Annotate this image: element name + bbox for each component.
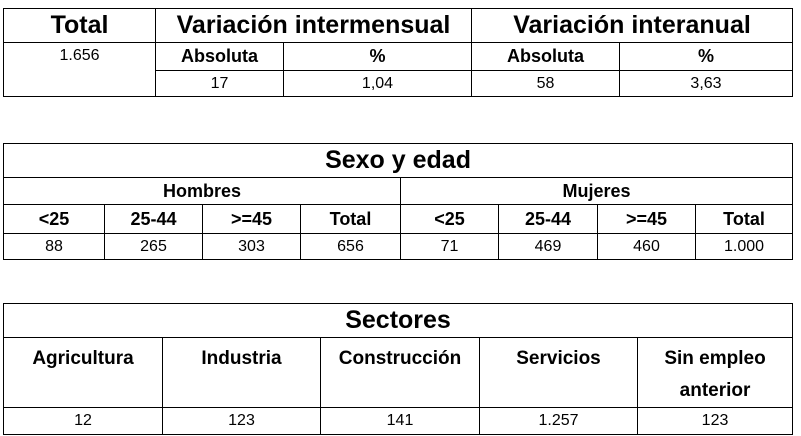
- cell: 17: [155, 70, 284, 97]
- cell: 656: [300, 233, 401, 260]
- cell: 1.257: [479, 407, 638, 435]
- cell: 88: [3, 233, 105, 260]
- cell: 123: [162, 407, 321, 435]
- sex-age-table: Sexo y edad Hombres Mujeres <25 25-44 >=45…: [2, 143, 794, 260]
- cell: 123: [636, 407, 794, 435]
- column-header: Construcción: [320, 337, 480, 408]
- column-header: Servicios: [479, 337, 638, 408]
- cell: 1.000: [694, 233, 794, 260]
- header: Total: [3, 8, 156, 43]
- total-value: 1.656: [3, 42, 156, 97]
- column-header: 25-44: [104, 204, 203, 234]
- header: Variación interanual: [471, 8, 793, 43]
- title: Sexo y edad: [2, 143, 794, 178]
- column-header: <25: [3, 204, 105, 234]
- column-header: 25-44: [498, 204, 598, 234]
- sectors-table: Sectores Agricultura Industria Construcció…: [2, 303, 794, 435]
- summary-table: Total Variación intermensual Variación i…: [3, 8, 793, 97]
- group-header: Hombres: [3, 177, 401, 205]
- subheader: %: [283, 42, 472, 71]
- subheader: Absoluta: [471, 42, 620, 71]
- column-header: Total: [300, 204, 401, 234]
- column-header: Industria: [162, 337, 321, 408]
- cell: 71: [400, 233, 499, 260]
- subheader: %: [619, 42, 793, 71]
- cell: 265: [104, 233, 203, 260]
- cell: 141: [320, 407, 480, 435]
- column-header: Sin empleo anterior: [636, 337, 794, 408]
- column-header: Total: [694, 204, 794, 234]
- column-header: Agricultura: [3, 337, 163, 408]
- subheader: Absoluta: [155, 42, 284, 71]
- cell: 12: [3, 407, 163, 435]
- column-header: <25: [400, 204, 499, 234]
- column-header: >=45: [202, 204, 301, 234]
- group-header: Mujeres: [399, 177, 794, 205]
- column-header: >=45: [597, 204, 696, 234]
- header: Variación intermensual: [155, 8, 472, 43]
- cell: 469: [498, 233, 598, 260]
- cell: 1,04: [283, 70, 472, 97]
- cell: 3,63: [619, 70, 793, 97]
- cell: 460: [597, 233, 696, 260]
- title: Sectores: [2, 303, 794, 338]
- cell: 58: [471, 70, 620, 97]
- cell: 303: [202, 233, 301, 260]
